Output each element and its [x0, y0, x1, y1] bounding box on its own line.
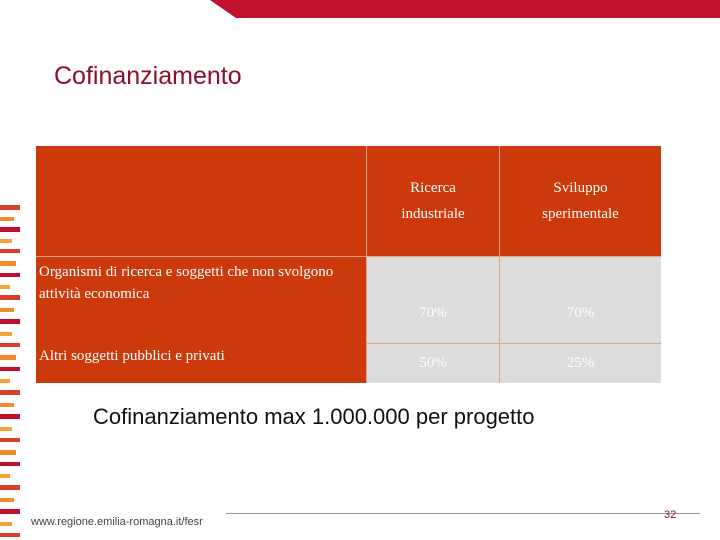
cofinancing-table: Ricerca industriale Sviluppo sperimental… — [36, 146, 661, 383]
col-header-label: Ricerca industriale — [401, 180, 465, 222]
table-header-row: Ricerca industriale Sviluppo sperimental… — [36, 146, 661, 257]
table-row: Altri soggetti pubblici e privati 50% 25… — [36, 342, 661, 383]
table-corner-cell — [36, 146, 367, 257]
cofinancing-max-note: Cofinanziamento max 1.000.000 per proget… — [93, 404, 535, 429]
value-cell: 25% — [499, 342, 661, 383]
value-cell: 50% — [366, 342, 500, 383]
value-cell: 70% — [499, 256, 661, 343]
col-header-ricerca: Ricerca industriale — [366, 146, 500, 257]
page-number: 32 — [664, 509, 677, 521]
table-row: Organismi di ricerca e soggetti che non … — [36, 256, 661, 343]
value-cell: 70% — [366, 256, 500, 343]
footer-url[interactable]: www.regione.emilia-romagna.it/fesr — [31, 516, 203, 528]
footer-divider — [226, 513, 700, 514]
row-label-altri: Altri soggetti pubblici e privati — [36, 343, 367, 383]
row-label: Organismi di ricerca e soggetti che non … — [39, 264, 334, 302]
col-header-label: Sviluppo sperimentale — [542, 180, 619, 222]
top-band-shape — [210, 0, 720, 18]
row-label-organismi: Organismi di ricerca e soggetti che non … — [36, 256, 367, 343]
left-stripe-decoration — [0, 205, 20, 540]
row-label: Altri soggetti pubblici e privati — [39, 348, 225, 364]
top-decorative-band — [0, 0, 720, 60]
col-header-sviluppo: Sviluppo sperimentale — [499, 146, 661, 257]
page-title: Cofinanziamento — [54, 62, 242, 90]
